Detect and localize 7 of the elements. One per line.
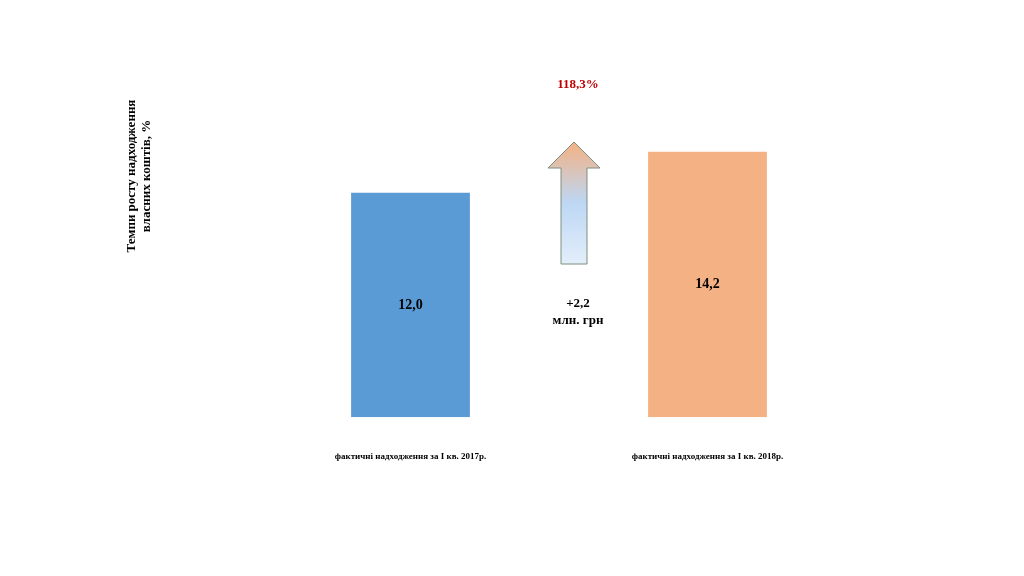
- text: Темпи росту надходження власних коштів, %: [123, 98, 154, 255]
- data-label: 14,2: [695, 276, 720, 292]
- text: 118,3%: [556, 76, 600, 92]
- x-tick-label: фактичні надходження за I кв. 2017р.: [334, 450, 487, 461]
- data-label: 12,0: [398, 296, 423, 312]
- x-tick-label: фактичні надходження за I кв. 2018р.: [631, 450, 784, 461]
- annotation: +2,2 млн. грн: [551, 294, 605, 328]
